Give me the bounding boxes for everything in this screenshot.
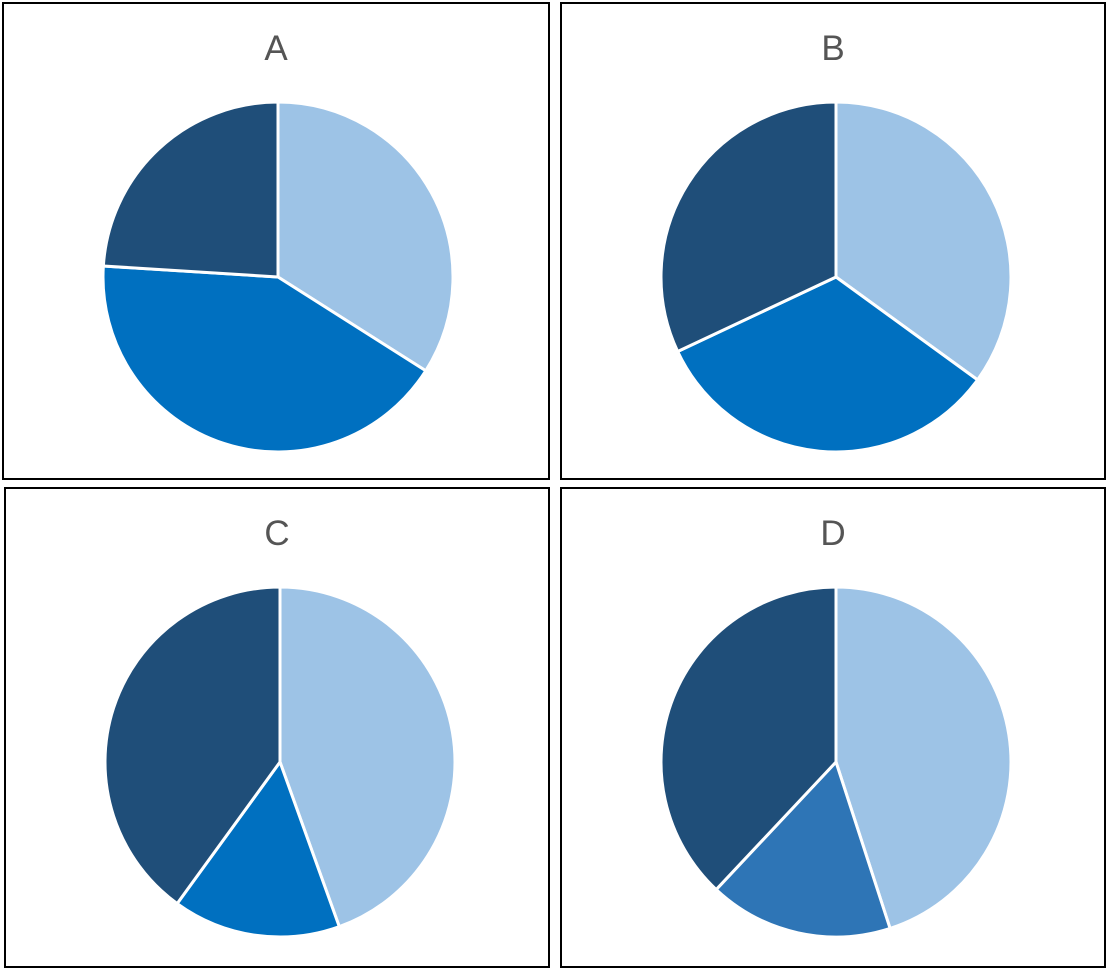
chart-title: C xyxy=(264,514,290,553)
pie-slice-2 xyxy=(175,760,341,939)
pie-slice-2 xyxy=(676,275,980,454)
pie-panel-d: D xyxy=(560,487,1106,968)
pie-slice-2 xyxy=(714,760,892,939)
pie-panel-c: C xyxy=(4,487,550,968)
pie-chart xyxy=(659,100,1013,454)
pie-slice-3 xyxy=(659,100,838,354)
chart-title: B xyxy=(821,29,845,68)
pie-panel-a: A xyxy=(2,2,550,480)
pie-slice-3 xyxy=(659,585,838,892)
pie-slice-3 xyxy=(101,100,280,279)
chart-title: D xyxy=(820,514,846,553)
pie-chart xyxy=(659,585,1013,939)
pie-slice-1 xyxy=(834,100,1013,382)
pie-slice-1 xyxy=(278,585,457,929)
pie-slice-2 xyxy=(101,264,428,454)
pie-panel-b: B xyxy=(560,2,1106,480)
pie-chart xyxy=(101,100,455,454)
pie-slice-3 xyxy=(103,585,282,906)
pie-slice-1 xyxy=(834,585,1013,930)
chart-title: A xyxy=(264,29,288,68)
pie-chart xyxy=(103,585,457,939)
